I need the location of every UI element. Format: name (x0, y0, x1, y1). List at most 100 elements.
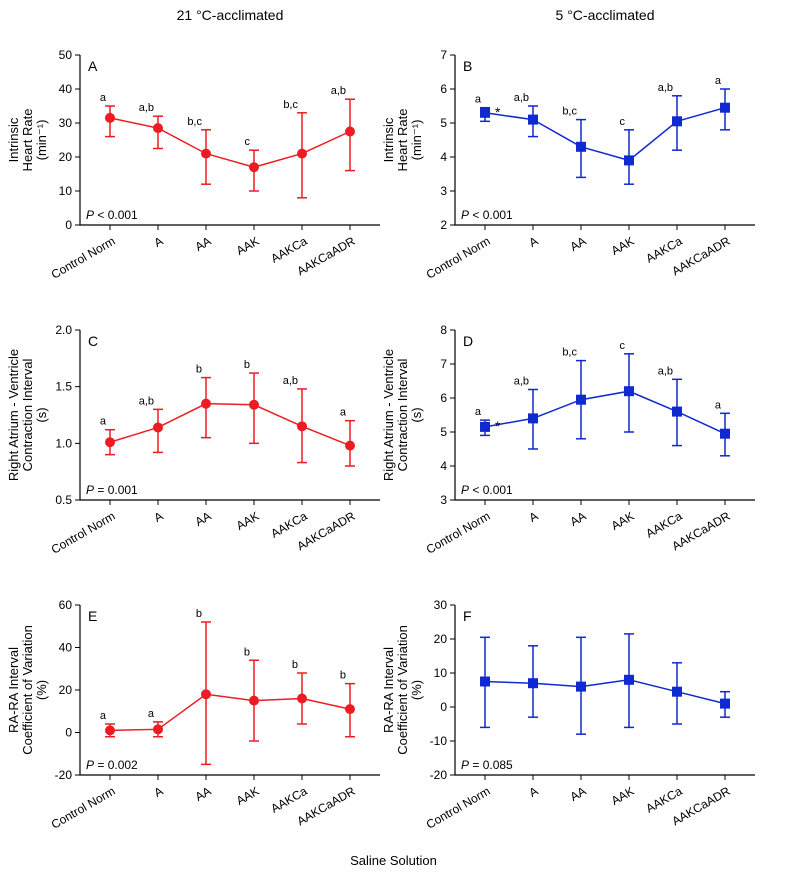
y-axis-label: RA-RA IntervalCoefficient of Variation(%… (6, 625, 49, 755)
marker (673, 407, 682, 416)
axis (80, 55, 380, 225)
marker (154, 423, 163, 432)
marker (721, 429, 730, 438)
svg-text:(min⁻¹): (min⁻¹) (34, 120, 49, 161)
ytick-label: 0 (440, 700, 447, 714)
marker (298, 694, 307, 703)
p-value: P = 0.001 (86, 483, 138, 497)
sig-letter: c (620, 340, 626, 352)
xtick-label: AAK (609, 509, 637, 533)
ytick-label: 8 (440, 323, 447, 337)
sig-letter: b (292, 659, 298, 671)
xtick-label: A (152, 784, 166, 800)
xtick-label: A (152, 234, 166, 250)
sig-letter: a,b (139, 102, 154, 114)
ytick-label: 40 (59, 82, 73, 96)
p-value: P < 0.001 (461, 483, 513, 497)
xtick-label: Control Norm (49, 509, 118, 557)
sig-letter: b (196, 364, 202, 376)
series-line (110, 694, 350, 730)
xtick-label: A (152, 509, 166, 525)
ytick-label: 4 (440, 459, 447, 473)
xtick-label: Control Norm (49, 234, 118, 282)
marker (298, 149, 307, 158)
marker (202, 399, 211, 408)
xtick-label: Control Norm (424, 234, 493, 282)
svg-text:Contraction Interval: Contraction Interval (395, 359, 410, 472)
panel-letter: C (88, 333, 98, 349)
panel-letter: F (463, 608, 472, 624)
marker (721, 699, 730, 708)
svg-text:Intrinsic: Intrinsic (381, 117, 396, 162)
ytick-label: 1.0 (55, 436, 72, 450)
panel-letter: D (463, 333, 473, 349)
p-value: P < 0.001 (461, 208, 513, 222)
marker (154, 725, 163, 734)
sig-letter: a,b (139, 395, 154, 407)
series-line (485, 108, 725, 161)
sig-letter: b (244, 359, 250, 371)
xtick-label: A (527, 509, 541, 525)
marker (250, 696, 259, 705)
xtick-label: AA (568, 784, 589, 804)
ytick-label: 50 (59, 48, 73, 62)
marker (481, 108, 490, 117)
svg-text:(min⁻¹): (min⁻¹) (409, 120, 424, 161)
sig-letter: c (245, 136, 251, 148)
svg-text:Coefficient of Variation: Coefficient of Variation (395, 625, 410, 755)
column-title: 21 °C-acclimated (177, 7, 284, 23)
svg-text:Right Atrium - Ventricle: Right Atrium - Ventricle (381, 349, 396, 481)
marker (625, 156, 634, 165)
marker (346, 441, 355, 450)
column-title: 5 °C-acclimated (556, 7, 655, 23)
ytick-label: 2 (440, 218, 447, 232)
svg-text:Contraction Interval: Contraction Interval (20, 359, 35, 472)
ytick-label: 0 (65, 218, 72, 232)
svg-text:Heart Rate: Heart Rate (20, 109, 35, 172)
sig-letter: a (715, 399, 722, 411)
svg-text:RA-RA Interval: RA-RA Interval (6, 647, 21, 733)
svg-text:Right Atrium - Ventricle: Right Atrium - Ventricle (6, 349, 21, 481)
svg-text:(s): (s) (409, 407, 424, 422)
sig-letter: a (475, 94, 482, 106)
ytick-label: 20 (59, 150, 73, 164)
xtick-label: A (527, 234, 541, 250)
star-icon: * (495, 418, 501, 434)
ytick-label: 10 (59, 184, 73, 198)
ytick-label: 60 (59, 598, 73, 612)
marker (346, 705, 355, 714)
panel-letter: E (88, 608, 97, 624)
sig-letter: b,c (187, 116, 202, 128)
p-value: P = 0.085 (461, 758, 513, 772)
svg-text:Heart Rate: Heart Rate (395, 109, 410, 172)
xtick-label: AA (193, 234, 214, 254)
sig-letter: a (100, 92, 107, 104)
ytick-label: 7 (440, 357, 447, 371)
marker (721, 103, 730, 112)
marker (106, 438, 115, 447)
xtick-label: AA (193, 784, 214, 804)
sig-letter: a (100, 710, 107, 722)
ytick-label: 5 (440, 116, 447, 130)
ytick-label: 40 (59, 641, 73, 655)
xtick-label: AAK (234, 784, 262, 808)
svg-text:Coefficient of Variation: Coefficient of Variation (20, 625, 35, 755)
xtick-label: AAK (234, 509, 262, 533)
sig-letter: a,b (331, 85, 346, 97)
xtick-label: Control Norm (49, 784, 118, 832)
ytick-label: 1.5 (55, 380, 72, 394)
ytick-label: 30 (59, 116, 73, 130)
xtick-label: Control Norm (424, 509, 493, 557)
axis (455, 55, 755, 225)
ytick-label: 7 (440, 48, 447, 62)
axis (80, 605, 380, 775)
sig-letter: a (100, 416, 107, 428)
y-axis-label: Right Atrium - VentricleContraction Inte… (6, 349, 49, 481)
sig-letter: b,c (562, 106, 577, 118)
y-axis-label: IntrinsicHeart Rate(min⁻¹) (6, 109, 49, 172)
xtick-label: AA (568, 509, 589, 529)
marker (202, 149, 211, 158)
svg-text:(%): (%) (34, 680, 49, 700)
ytick-label: 5 (440, 425, 447, 439)
xtick-label: AAK (234, 234, 262, 258)
